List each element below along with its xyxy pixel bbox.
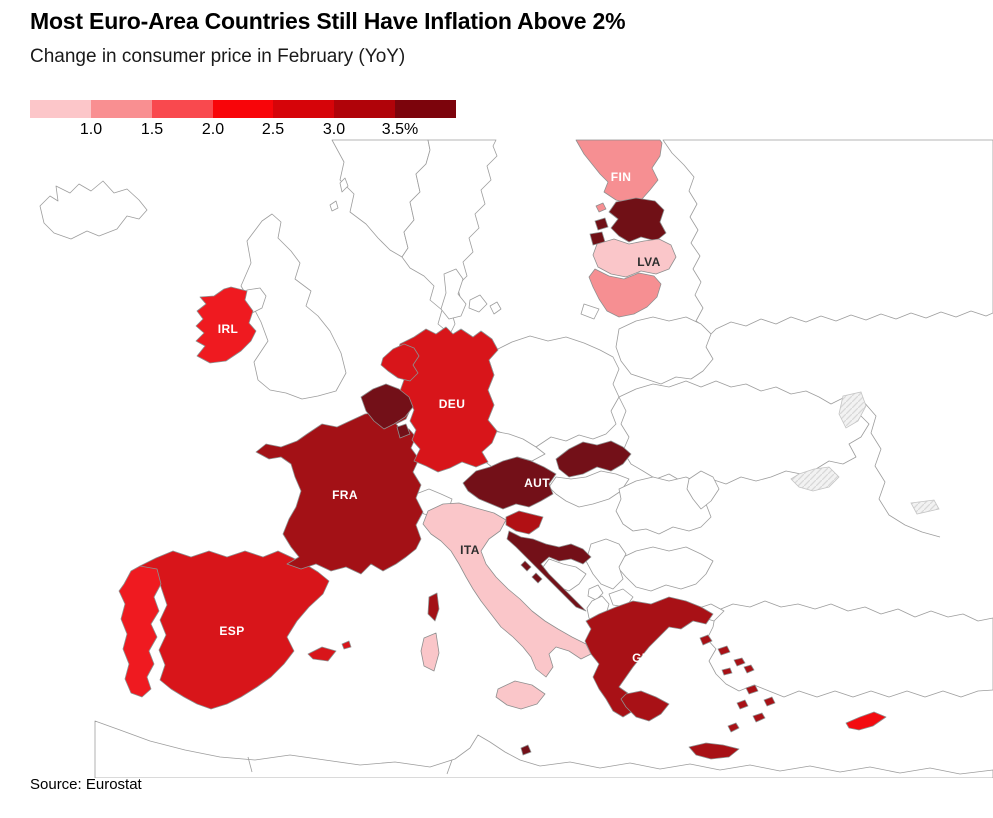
label-latvia: LVA [637, 255, 660, 269]
legend-tick: 1.5 [140, 121, 164, 138]
country-outline-bulgaria [618, 546, 714, 592]
country-labels: FIN LVA IRL DEU FRA AUT ITA ESP GRC [218, 170, 661, 665]
country-cyprus[interactable] [845, 711, 887, 731]
legend-tick: 3.0 [322, 121, 346, 138]
country-outline-poland [487, 335, 620, 448]
country-portugal[interactable] [118, 565, 162, 698]
label-ireland: IRL [218, 322, 239, 336]
legend-tick: 2.5 [261, 121, 285, 138]
country-outline-serbia [585, 538, 627, 590]
hatched-area-east-1 [838, 391, 867, 429]
country-finland-aland[interactable] [595, 202, 607, 213]
country-latvia[interactable] [592, 238, 677, 278]
country-lithuania[interactable] [588, 268, 662, 318]
coastline-north-africa [94, 720, 993, 779]
country-greece-islands[interactable] [699, 634, 776, 733]
legend-band-5 [273, 100, 335, 118]
hatched-area-east-2 [910, 499, 940, 515]
country-italy[interactable] [422, 502, 592, 678]
country-outline-russia [662, 139, 993, 335]
legend-tick-labels: 1.0 1.5 2.0 2.5 3.0 3.5% [30, 121, 500, 141]
country-outline-uk-isles [329, 177, 349, 212]
country-outline-montenegro [587, 584, 604, 601]
label-germany: DEU [439, 397, 466, 411]
legend-band-4 [212, 100, 274, 118]
legend-band-7 [395, 100, 457, 118]
country-spain-balearics[interactable] [307, 640, 352, 662]
border-russia-ukraine [862, 400, 941, 538]
euro-area-countries [118, 139, 887, 760]
disputed-hatched-areas [790, 391, 940, 515]
border-algeria-tunisia [446, 759, 453, 775]
source-attribution: Source: Eurostat [30, 776, 142, 793]
country-belgium[interactable] [360, 383, 414, 430]
country-outline-denmark [440, 268, 467, 320]
country-outline-moldova [686, 470, 720, 510]
country-greece-peloponnese[interactable] [620, 690, 670, 722]
country-outline-kaliningrad [580, 303, 600, 320]
country-malta[interactable] [520, 744, 532, 756]
country-greece-crete[interactable] [688, 742, 740, 760]
country-italy-sardinia[interactable] [420, 632, 440, 672]
chart-title: Most Euro-Area Countries Still Have Infl… [30, 8, 626, 34]
country-france-corsica[interactable] [427, 592, 440, 622]
country-outline-denmark-islands [468, 294, 502, 315]
label-italy: ITA [460, 543, 480, 557]
hatched-area-crimea [790, 466, 840, 492]
europe-choropleth-map: FIN LVA IRL DEU FRA AUT ITA ESP GRC [0, 138, 993, 779]
legend-tick: 1.0 [79, 121, 103, 138]
chart-subtitle: Change in consumer price in February (Yo… [30, 46, 406, 67]
country-outline-turkey [706, 600, 993, 698]
country-slovenia[interactable] [505, 510, 544, 535]
legend-band-1 [30, 100, 91, 118]
country-outline-sweden [401, 139, 498, 335]
legend-band-3 [151, 100, 213, 118]
country-france[interactable] [255, 407, 424, 575]
country-italy-sicily[interactable] [495, 680, 546, 710]
label-finland: FIN [611, 170, 632, 184]
country-outline-belarus [615, 316, 714, 385]
country-greece[interactable] [584, 596, 776, 760]
label-austria: AUT [524, 476, 550, 490]
country-luxembourg[interactable] [396, 423, 411, 439]
country-spain[interactable] [139, 550, 330, 710]
label-france: FRA [332, 488, 358, 502]
legend-tick: 2.0 [201, 121, 225, 138]
country-slovakia[interactable] [555, 440, 632, 478]
country-croatia[interactable] [506, 530, 592, 612]
legend-band-6 [334, 100, 396, 118]
legend-tick: 3.5% [381, 121, 419, 138]
country-estonia-islands[interactable] [589, 217, 609, 246]
country-outline-iceland [39, 180, 148, 240]
label-greece: GRC [632, 651, 660, 665]
country-ireland[interactable] [195, 286, 257, 364]
border-morocco-algeria [247, 756, 253, 773]
label-spain: ESP [219, 624, 244, 638]
legend-band-2 [90, 100, 152, 118]
country-croatia-islands[interactable] [520, 560, 543, 584]
country-austria[interactable] [462, 456, 557, 510]
country-outline-hungary [548, 470, 630, 508]
country-netherlands[interactable] [380, 343, 420, 382]
country-estonia[interactable] [589, 197, 667, 246]
color-scale-legend [30, 100, 457, 118]
non-euro-area-countries [39, 139, 993, 779]
